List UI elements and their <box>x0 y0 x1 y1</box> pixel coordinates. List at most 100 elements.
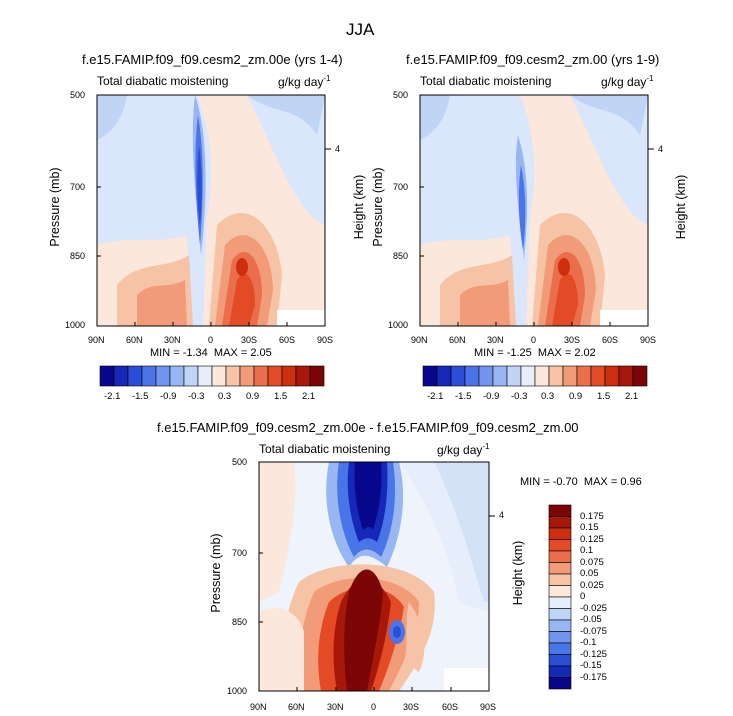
panel-1-xtick: 30S <box>241 335 258 345</box>
colorbar-swatch <box>548 365 564 387</box>
panel-3-cb-label: 0.1 <box>580 545 594 556</box>
panel-3-cb-label: 0 <box>580 591 586 602</box>
colorbar-swatch <box>211 365 227 387</box>
panel-2-units: g/kg day-1 <box>601 74 654 89</box>
panel-3-cb-label: 0.05 <box>580 568 599 579</box>
panel-3-colorbar <box>548 504 572 690</box>
panel-2-ytick: 1000 <box>388 320 409 330</box>
panel-2-xtick: 0 <box>531 335 537 345</box>
colorbar-swatch <box>632 365 648 387</box>
panel-3-xtick: 90N <box>250 702 267 712</box>
panel-2-cb-label: -2.1 <box>427 391 444 402</box>
panel-3-xtick: 60S <box>442 702 459 712</box>
panel-2-ytick-right: 4 <box>658 144 664 154</box>
panel-2-cb-label: 0.3 <box>541 391 555 402</box>
panel-1-left-label: Total diabatic moistening <box>97 74 229 88</box>
panel-3-ytick: 850 <box>232 617 248 627</box>
colorbar-swatch <box>548 539 572 552</box>
panel-1-cb-label: -1.5 <box>132 391 149 402</box>
panel-1-xtick: 90S <box>317 335 334 345</box>
colorbar-swatch <box>141 365 157 387</box>
panel-3-cb-label: 0.125 <box>580 534 604 545</box>
colorbar-swatch <box>534 365 550 387</box>
colorbar-swatch <box>127 365 143 387</box>
colorbar-swatch <box>548 631 572 644</box>
panel-2-cb-label: -1.5 <box>455 391 472 402</box>
panel-1-units: g/kg day-1 <box>278 74 331 89</box>
colorbar-swatch <box>169 365 185 387</box>
panel-2-xtick: 60N <box>449 335 466 345</box>
panel-2-xtick: 90N <box>411 335 428 345</box>
panel-2-title: f.e15.FAMIP.f09_f09.cesm2_zm.00 (yrs 1-9… <box>406 52 660 67</box>
panel-2-minmax: MIN = -1.25 MAX = 2.02 <box>474 347 596 359</box>
panel-3-ytick: 1000 <box>227 686 248 696</box>
colorbar-swatch <box>309 365 325 387</box>
colorbar-swatch <box>548 562 572 575</box>
colorbar-swatch <box>478 365 494 387</box>
panel-3-title: f.e15.FAMIP.f09_f09.cesm2_zm.00e - f.e15… <box>157 420 579 435</box>
panel-1-cb-label: 0.9 <box>246 391 260 402</box>
panel-1-xtick: 0 <box>208 335 214 345</box>
colorbar-swatch <box>464 365 480 387</box>
colorbar-swatch <box>436 365 452 387</box>
panel-3-cb-label: 0.175 <box>580 511 604 522</box>
panel-2-ytick: 850 <box>393 251 409 261</box>
panel-2-cb-label: 2.1 <box>625 391 639 402</box>
panel-2-cb-label: 1.5 <box>597 391 611 402</box>
colorbar-swatch <box>492 365 508 387</box>
panel-2-ylabel-right: Height (km) <box>674 174 688 240</box>
colorbar-swatch <box>576 365 592 387</box>
colorbar-swatch <box>548 573 572 586</box>
figure-title: JJA <box>346 20 375 39</box>
panel-2-ytick: 500 <box>393 90 409 100</box>
colorbar-swatch <box>548 642 572 655</box>
colorbar-swatch <box>99 365 115 387</box>
panel-1-xtick: 30N <box>164 335 181 345</box>
panel-3-ytick-right: 4 <box>499 510 505 520</box>
colorbar-swatch <box>618 365 634 387</box>
colorbar-swatch <box>548 504 572 517</box>
panel-1-ytick: 700 <box>70 182 86 192</box>
panel-3-ylabel: Pressure (mb) <box>209 533 223 613</box>
panel-3-cb-label: -0.05 <box>580 614 602 625</box>
panel-3-cb-label: 0.15 <box>580 522 599 533</box>
panel-3-xtick: 90S <box>480 702 497 712</box>
panel-1-cb-label: 1.5 <box>274 391 288 402</box>
panel-1-ytick: 500 <box>70 90 86 100</box>
panel-2-colorbar <box>422 365 648 387</box>
panel-1-cb-label: -0.9 <box>160 391 177 402</box>
colorbar-swatch <box>548 596 572 609</box>
panel-1-cb-label: 0.3 <box>218 391 232 402</box>
panel-2-left-label: Total diabatic moistening <box>420 74 552 88</box>
colorbar-swatch <box>548 619 572 632</box>
panel-3-cb-label: -0.1 <box>580 637 597 648</box>
panel-1-ytick: 850 <box>70 251 86 261</box>
panel-3-cb-label: -0.125 <box>580 649 607 660</box>
colorbar-swatch <box>548 608 572 621</box>
panel-3-cb-label: -0.175 <box>580 672 607 683</box>
colorbar-swatch <box>604 365 620 387</box>
colorbar-swatch <box>267 365 283 387</box>
panel-2-field <box>420 95 648 326</box>
panel-3-cb-label: 0.075 <box>580 557 604 568</box>
panel-3-xtick: 60N <box>288 702 305 712</box>
panel-3-ylabel-right: Height (km) <box>511 540 525 606</box>
colorbar-swatch <box>590 365 606 387</box>
panel-3-left-label: Total diabatic moistening <box>259 442 391 456</box>
panel-2-plot <box>419 94 654 327</box>
colorbar-swatch <box>548 550 572 563</box>
panel-2-cb-label: -0.3 <box>511 391 528 402</box>
panel-2-xtick: 30S <box>564 335 581 345</box>
panel-3-ytick: 500 <box>232 457 248 467</box>
colorbar-swatch <box>422 365 438 387</box>
colorbar-swatch <box>295 365 311 387</box>
colorbar-swatch <box>225 365 241 387</box>
panel-3-plot <box>258 461 495 692</box>
panel-3-field <box>259 462 489 691</box>
panel-1-cb-label: -0.3 <box>188 391 205 402</box>
panel-3-xtick: 30N <box>327 702 344 712</box>
colorbar-swatch <box>155 365 171 387</box>
colorbar-swatch <box>548 654 572 667</box>
panel-3-units: g/kg day-1 <box>437 442 490 457</box>
